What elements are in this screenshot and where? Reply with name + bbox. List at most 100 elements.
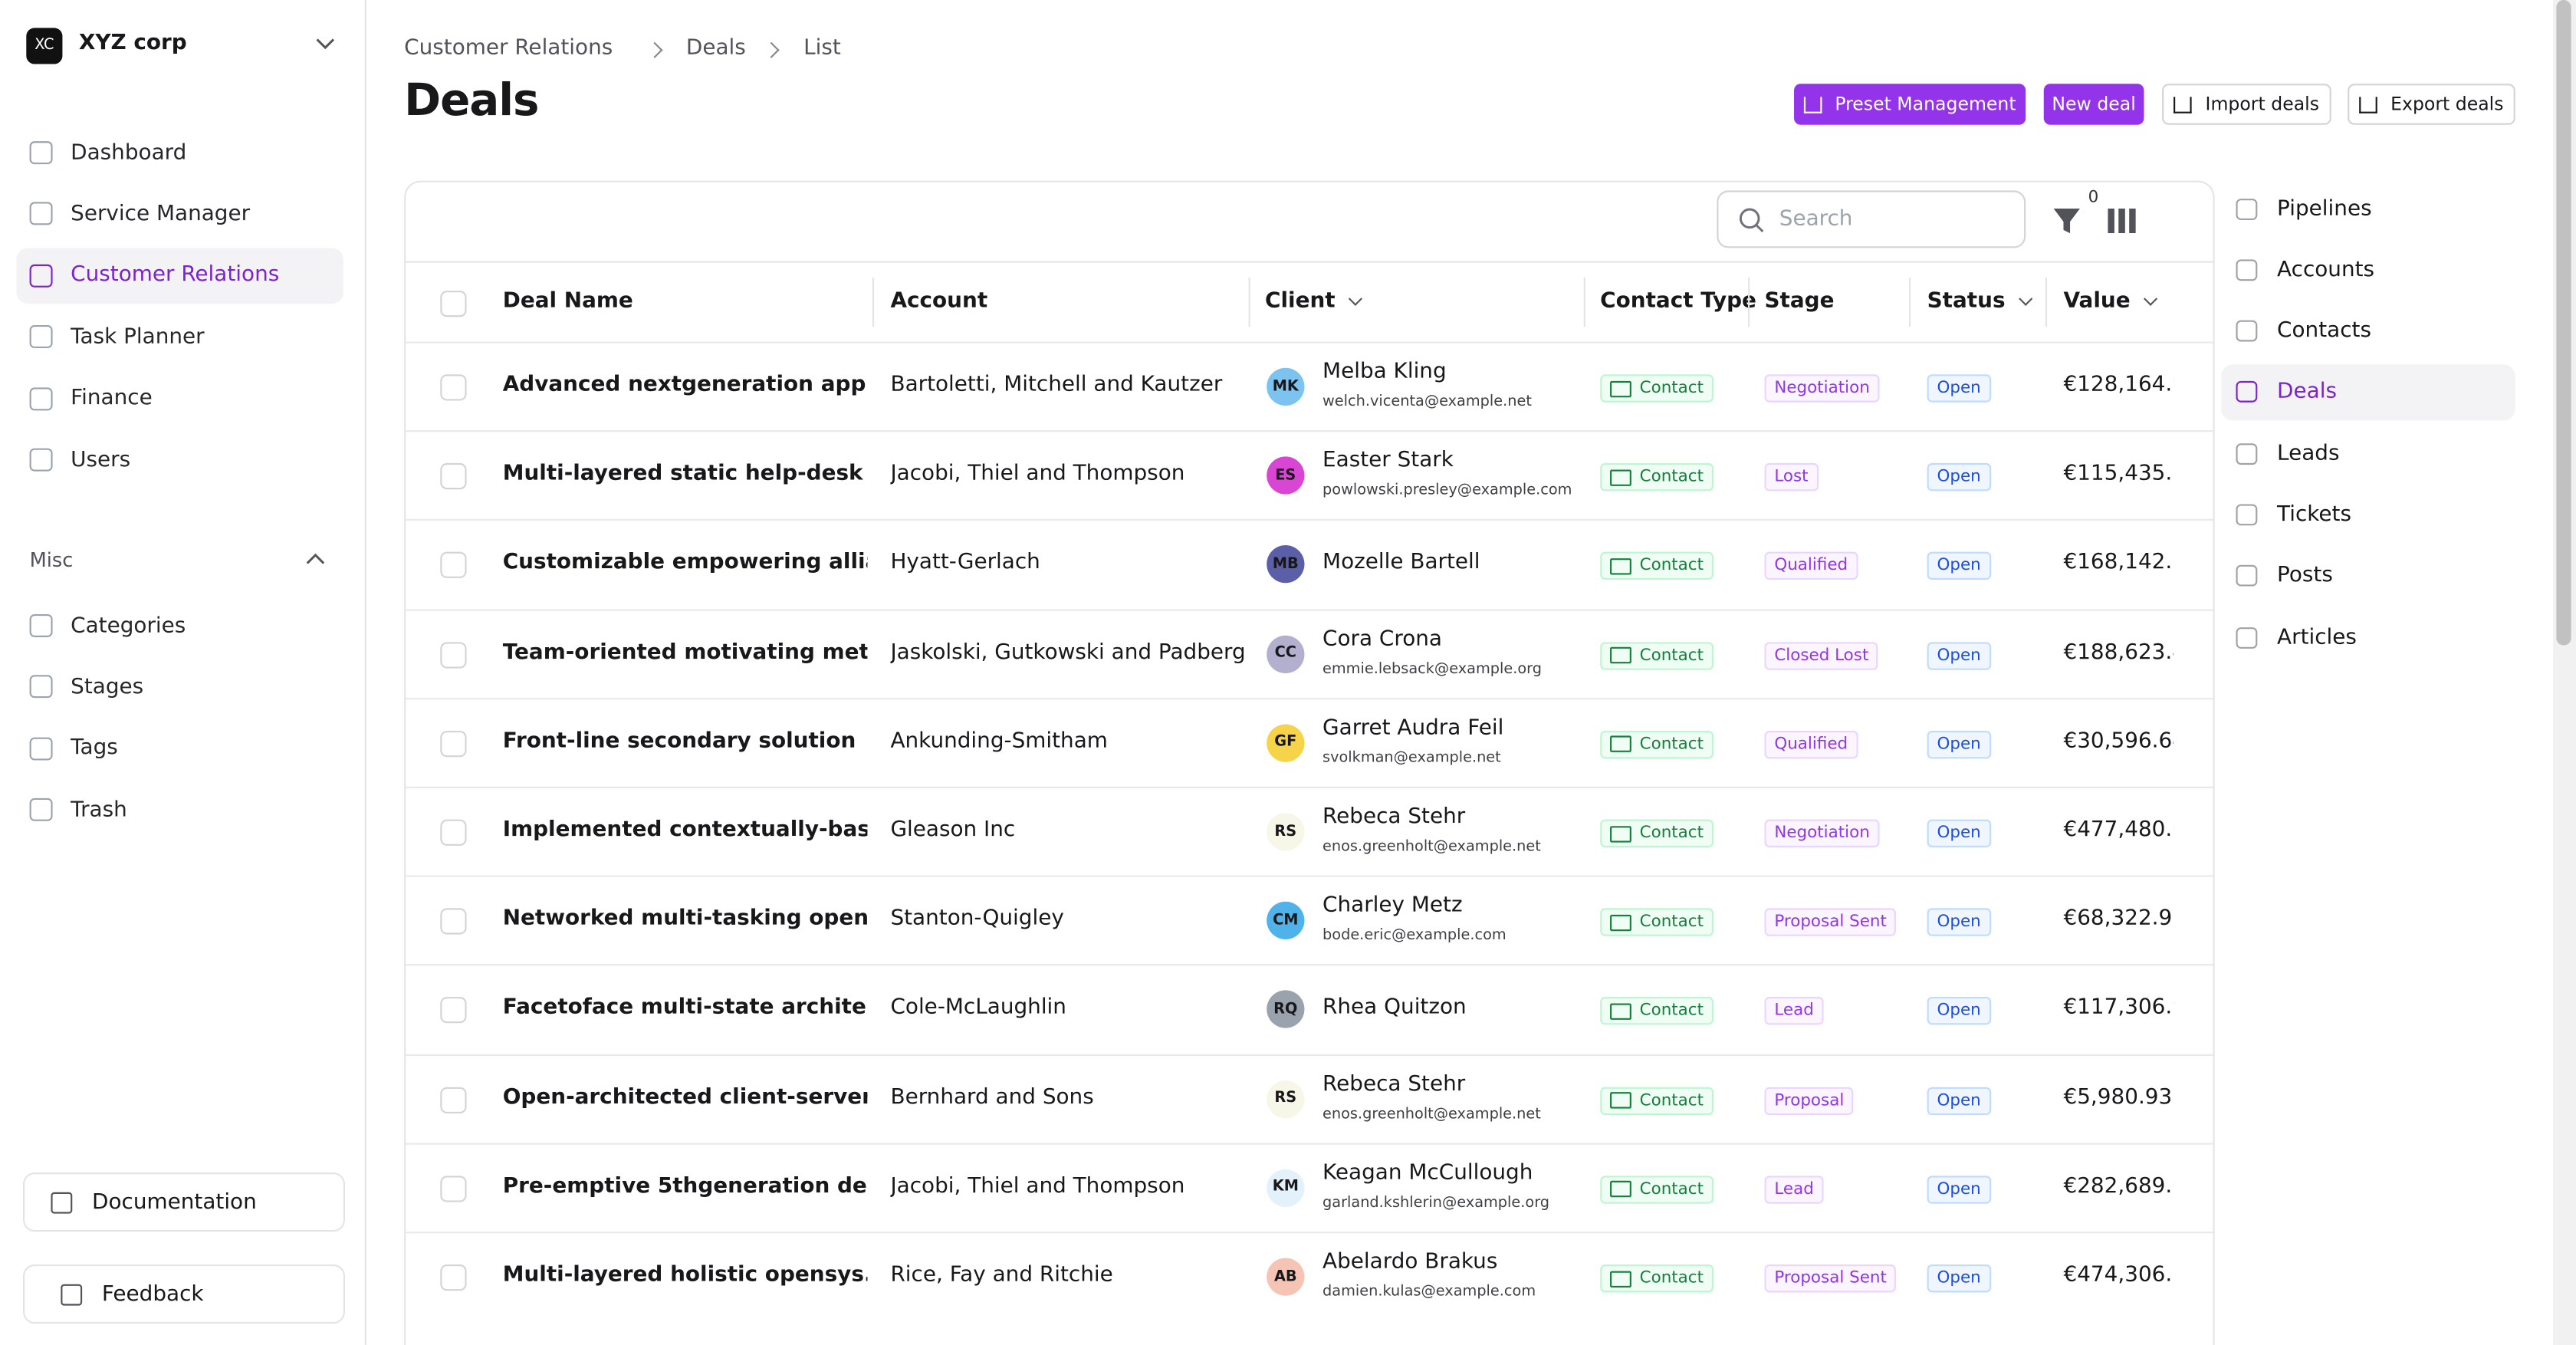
- org-name[interactable]: XYZ corp: [78, 31, 187, 56]
- sub-nav-item[interactable]: Posts: [2221, 548, 2515, 604]
- sub-nav-item[interactable]: Tickets: [2221, 487, 2515, 543]
- page-title: Deals: [404, 75, 539, 127]
- scrollbar-thumb[interactable]: [2556, 0, 2571, 646]
- nav-label: Finance: [71, 386, 153, 411]
- deal-name[interactable]: Open-architected client-server...: [502, 1084, 868, 1110]
- column-header[interactable]: Deal Name: [503, 261, 633, 342]
- nav-icon: [29, 141, 53, 165]
- sub-nav-label: Articles: [2277, 625, 2357, 650]
- nav-icon: [29, 386, 53, 410]
- row-checkbox[interactable]: [440, 641, 467, 668]
- column-label: Status: [1927, 288, 2006, 314]
- misc-chevron[interactable]: [306, 552, 326, 568]
- row-checkbox[interactable]: [440, 819, 467, 846]
- client-avatar: MK: [1267, 367, 1305, 406]
- contact-label: Contact: [1639, 379, 1704, 398]
- status-badge: Open: [1927, 552, 1991, 580]
- footer-button[interactable]: Feedback: [23, 1264, 346, 1324]
- client-email: damien.kulas@example.com: [1322, 1284, 1536, 1301]
- deal-name[interactable]: Networked multi-tasking opensy...: [502, 906, 868, 932]
- footer-button[interactable]: Documentation: [23, 1172, 346, 1232]
- deal-name[interactable]: Team-oriented motivating metho...: [502, 640, 868, 665]
- nav-item[interactable]: Trash: [16, 782, 343, 838]
- table-row[interactable]: Advanced nextgeneration approa... Bartole…: [406, 341, 2213, 432]
- table-row[interactable]: Multi-layered holistic opensys... Rice, F…: [406, 1232, 2213, 1322]
- action-button[interactable]: Export deals: [2348, 84, 2515, 125]
- table-row[interactable]: Facetoface multi-state archite... Cole-Mc…: [406, 964, 2213, 1055]
- status-badge: Open: [1927, 997, 1991, 1026]
- table-row[interactable]: Networked multi-tasking opensy... Stanton…: [406, 875, 2213, 966]
- table-row[interactable]: Implemented contextually-based... Gleason…: [406, 786, 2213, 877]
- sub-nav-item[interactable]: Deals: [2221, 364, 2515, 421]
- nav-item[interactable]: Finance: [16, 370, 343, 426]
- row-checkbox[interactable]: [440, 1175, 467, 1202]
- footer-icon: [61, 1283, 83, 1305]
- org-chevron[interactable]: [315, 36, 335, 52]
- row-checkbox[interactable]: [440, 463, 467, 490]
- sub-nav-item[interactable]: Articles: [2221, 610, 2515, 666]
- nav-item[interactable]: Customer Relations: [16, 247, 343, 304]
- row-checkbox[interactable]: [440, 1264, 467, 1291]
- action-button[interactable]: Import deals: [2162, 84, 2331, 125]
- nav-item[interactable]: Task Planner: [16, 309, 343, 365]
- deal-name[interactable]: Front-line secondary solution: [502, 728, 856, 754]
- sub-nav-label: Accounts: [2277, 257, 2375, 282]
- nav-item[interactable]: Dashboard: [16, 125, 343, 181]
- select-all-checkbox[interactable]: [440, 291, 467, 317]
- table-row[interactable]: Front-line secondary solution Ankunding-S…: [406, 697, 2213, 788]
- sub-nav-item[interactable]: Pipelines: [2221, 181, 2515, 237]
- deal-name[interactable]: Advanced nextgeneration approa...: [502, 373, 868, 398]
- action-button[interactable]: Preset Management: [1794, 84, 2026, 125]
- nav-label: Categories: [71, 613, 186, 639]
- row-checkbox[interactable]: [440, 374, 467, 401]
- table-row[interactable]: Team-oriented motivating metho... Jaskols…: [406, 608, 2213, 699]
- sub-nav-item[interactable]: Leads: [2221, 426, 2515, 482]
- column-header[interactable]: Status: [1927, 261, 2032, 342]
- client-email: enos.greenholt@example.net: [1322, 839, 1541, 856]
- columns-icon[interactable]: [2108, 208, 2136, 234]
- contact-badge: Contact: [1600, 1264, 1714, 1293]
- nav-item[interactable]: Service Manager: [16, 186, 343, 242]
- row-checkbox[interactable]: [440, 997, 467, 1024]
- column-header[interactable]: Stage: [1764, 261, 1834, 342]
- nav-icon: [29, 737, 53, 761]
- nav-item[interactable]: Categories: [16, 598, 343, 654]
- deal-name[interactable]: Facetoface multi-state archite...: [502, 995, 868, 1021]
- column-header[interactable]: Client: [1265, 261, 1362, 342]
- deal-name[interactable]: Implemented contextually-based...: [502, 817, 868, 843]
- breadcrumb-item[interactable]: Customer Relations: [404, 36, 613, 61]
- table-row[interactable]: Open-architected client-server... Bernhar…: [406, 1054, 2213, 1144]
- client-avatar: CC: [1267, 634, 1305, 673]
- nav-label: Service Manager: [71, 202, 251, 227]
- sub-nav-item[interactable]: Contacts: [2221, 303, 2515, 359]
- column-header[interactable]: Contact Type: [1600, 261, 1756, 342]
- contact-icon: [1610, 380, 1631, 397]
- table-row[interactable]: Customizable empowering allian... Hyatt-G…: [406, 519, 2213, 610]
- column-header[interactable]: Account: [890, 261, 987, 342]
- nav-item[interactable]: Users: [16, 432, 343, 488]
- sub-nav-item[interactable]: Accounts: [2221, 242, 2515, 298]
- search-box[interactable]: Search: [1717, 190, 2026, 248]
- nav-item[interactable]: Tags: [16, 721, 343, 777]
- breadcrumb-item[interactable]: Deals: [685, 36, 746, 61]
- nav-item[interactable]: Stages: [16, 659, 343, 715]
- client-email: powlowski.presley@example.com: [1322, 483, 1572, 500]
- contact-badge: Contact: [1600, 641, 1714, 669]
- account-name: Ankunding-Smitham: [890, 728, 1108, 754]
- row-checkbox[interactable]: [440, 908, 467, 935]
- contact-label: Contact: [1639, 1180, 1704, 1199]
- row-checkbox[interactable]: [440, 730, 467, 757]
- action-button[interactable]: New deal: [2043, 84, 2144, 125]
- filter-icon[interactable]: [2052, 207, 2082, 235]
- deal-name[interactable]: Multi-layered static help-desk: [502, 462, 863, 487]
- table-row[interactable]: Multi-layered static help-desk Jacobi, Th…: [406, 430, 2213, 521]
- row-checkbox[interactable]: [440, 1086, 467, 1113]
- column-header[interactable]: Value: [2063, 261, 2157, 342]
- contact-icon: [1610, 1270, 1631, 1287]
- stage-badge: Lost: [1764, 463, 1819, 492]
- deal-name[interactable]: Pre-emptive 5thgeneration defi...: [502, 1173, 868, 1199]
- deal-name[interactable]: Multi-layered holistic opensys...: [502, 1262, 868, 1288]
- deal-name[interactable]: Customizable empowering allian...: [502, 551, 868, 576]
- row-checkbox[interactable]: [440, 552, 467, 579]
- table-row[interactable]: Pre-emptive 5thgeneration defi... Jacobi,…: [406, 1143, 2213, 1233]
